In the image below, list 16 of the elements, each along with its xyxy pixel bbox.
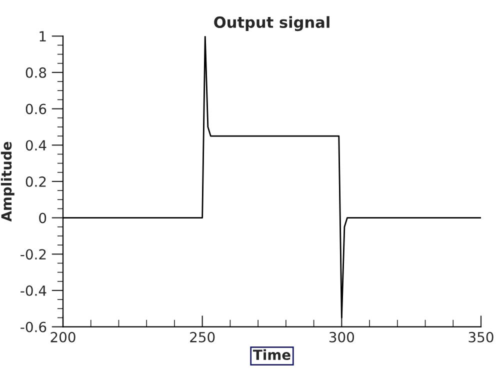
y-tick-label: -0.4 bbox=[20, 285, 46, 296]
y-axis-title: Amplitude bbox=[0, 142, 14, 222]
x-tick-label: 200 bbox=[50, 332, 76, 342]
x-tick-label: 350 bbox=[468, 332, 494, 342]
y-tick-label: 0.8 bbox=[26, 67, 46, 78]
y-tick-label: 1 bbox=[40, 31, 46, 42]
y-tick-label: -0.2 bbox=[20, 249, 46, 260]
y-tick-label: 0.4 bbox=[26, 140, 46, 151]
y-tick-label: 0.6 bbox=[26, 104, 46, 114]
chart-title: Output signal bbox=[214, 16, 330, 32]
y-tick-label: 0 bbox=[39, 212, 46, 224]
y-tick-label: 0.2 bbox=[26, 176, 46, 187]
x-tick-label: 300 bbox=[329, 332, 354, 342]
y-tick-label: -0.6 bbox=[20, 322, 46, 332]
x-tick-label: 250 bbox=[190, 332, 215, 342]
x-axis-title: Time bbox=[253, 349, 290, 360]
